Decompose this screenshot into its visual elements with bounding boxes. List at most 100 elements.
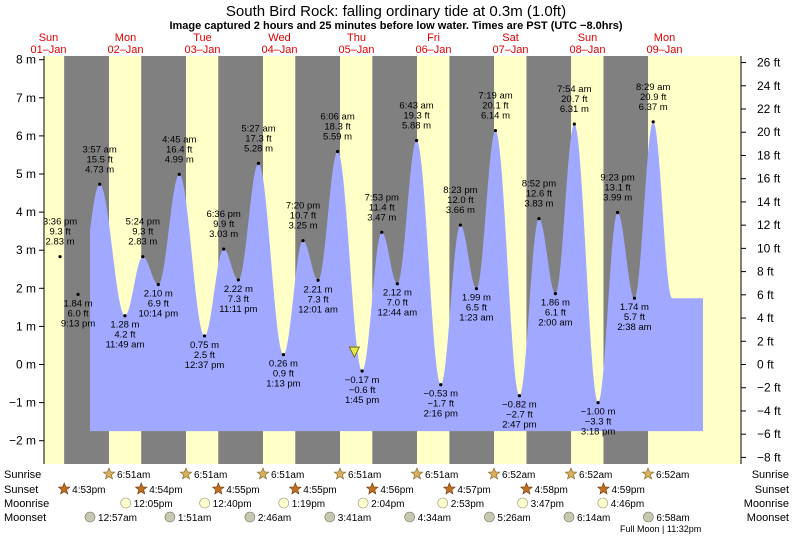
moonset-time: 4:34am (418, 513, 451, 524)
sunset-time: 4:59pm (611, 485, 644, 496)
tide-label: −0.53 m (423, 389, 458, 400)
day-label: Tue (193, 32, 212, 44)
sun-moon-rows: Sunrise Sunrise Sunset Sunset Moonrise Moonri… (4, 467, 789, 524)
current-tide-marker (348, 346, 360, 358)
tide-point (141, 255, 145, 259)
tide-label: −1.7 ft (427, 399, 454, 410)
chart-subtitle: Image captured 2 hours and 25 minutes be… (169, 20, 622, 32)
tide-point (615, 210, 620, 215)
tide-label: 20.9 ft (640, 92, 667, 103)
moonrise-icon (597, 497, 609, 509)
y-tick-label-ft: 26 ft (757, 56, 781, 70)
tide-label: 2.83 m (128, 237, 157, 248)
tide-label: 2:00 am (538, 318, 572, 329)
row-label-right: Moonset (747, 512, 789, 524)
sunrise-time: 6:51am (425, 470, 458, 481)
sunset-time: 4:55pm (303, 485, 336, 496)
tide-point (395, 282, 399, 286)
tide-label: 20.7 ft (561, 94, 588, 105)
tide-label: 18.3 ft (324, 122, 351, 133)
tide-point (98, 182, 102, 186)
tide-label: 1:45 pm (345, 395, 379, 406)
tide-point (632, 296, 637, 300)
date-label: 05–Jan (338, 44, 374, 56)
moonrise-time: 12:40pm (213, 499, 252, 510)
moonset-time: 6:14am (577, 513, 610, 524)
date-label: 08–Jan (569, 44, 605, 56)
y-tick-label-ft: 0 ft (757, 358, 774, 372)
tide-point (474, 287, 479, 291)
tide-label: 11.4 ft (369, 202, 395, 213)
y-tick-label-m: −2 m (9, 434, 36, 448)
tide-label: 9:13 pm (61, 318, 95, 329)
y-tick-label-ft: 14 ft (757, 195, 781, 209)
y-tick-label-ft: 24 ft (757, 79, 781, 93)
tide-point (439, 383, 443, 387)
date-label: 04–Jan (261, 44, 297, 56)
tide-point (156, 282, 160, 287)
y-tick-label-m: 6 m (16, 129, 36, 143)
moonrise-icon (199, 497, 210, 509)
date-label: 07–Jan (492, 44, 528, 56)
tide-label: 6.0 ft (68, 308, 89, 319)
tide-label: 5.7 ft (624, 312, 645, 323)
sun-icon (333, 467, 347, 480)
sun-icon (102, 467, 116, 480)
tide-label: 20.1 ft (482, 101, 509, 112)
tide-point (537, 216, 541, 221)
row-label-right: Sunrise (752, 469, 789, 481)
tide-label: 4:45 am (162, 134, 196, 145)
tide-label: 16.4 ft (166, 144, 193, 155)
sun-icon (211, 482, 225, 495)
tide-label: 2.12 m (383, 288, 412, 299)
moonrise-icon (517, 497, 528, 509)
moonrise-time: 2:53pm (451, 499, 484, 510)
row-label-left: Sunset (4, 484, 38, 496)
tide-label: −1.00 m (581, 407, 616, 418)
tide-label: 19.3 ft (403, 110, 430, 121)
tide-label: 1:23 am (459, 313, 493, 324)
sunset-time: 4:55pm (226, 485, 259, 496)
sun-icon (288, 482, 302, 495)
y-tick-label-ft: 20 ft (757, 125, 781, 139)
y-tick-label-m: 0 m (16, 358, 36, 372)
y-tick-label-ft: 22 ft (757, 102, 781, 116)
tide-label: 6:06 am (320, 112, 354, 123)
day-label: Wed (268, 32, 290, 44)
moonset-icon (484, 511, 495, 523)
tide-label: 8:52 pm (522, 179, 556, 190)
day-label: Sun (39, 32, 59, 44)
moonset-icon (563, 511, 575, 523)
sunset-time: 4:54pm (149, 485, 182, 496)
sun-icon (134, 482, 148, 495)
tide-label: 9.3 ft (132, 227, 153, 238)
tide-water-area (90, 121, 703, 432)
tide-point (360, 369, 364, 373)
tide-label: 1.86 m (541, 298, 570, 309)
tide-label: 6.5 ft (466, 303, 487, 314)
sun-icon (256, 467, 270, 480)
full-moon-note: Full Moon | 11:32pm (620, 524, 701, 534)
tide-label: −0.6 ft (349, 385, 376, 396)
tide-point (236, 278, 240, 282)
tide-point (202, 334, 207, 338)
tide-label: 3:57 am (83, 144, 117, 155)
sunrise-time: 6:51am (194, 470, 227, 481)
tide-label: 1.74 m (620, 302, 649, 313)
tide-label: 7:20 pm (286, 201, 320, 212)
y-tick-label-ft: −4 ft (757, 404, 781, 418)
tide-label: 0.9 ft (273, 369, 294, 380)
y-tick-label-ft: 18 ft (757, 148, 781, 162)
tide-label: 11:49 am (105, 340, 144, 351)
sunrise-time: 6:52am (502, 470, 535, 481)
chart-title: South Bird Rock: falling ordinary tide a… (226, 3, 566, 20)
tide-label: 1.84 m (64, 298, 93, 309)
tide-label: 2.22 m (224, 284, 253, 295)
y-tick-label-ft: 4 ft (757, 311, 774, 325)
sunset-time: 4:56pm (380, 485, 413, 496)
y-tick-label-ft: 2 ft (757, 334, 774, 348)
moonset-time: 2:46am (258, 513, 291, 524)
date-label: 02–Jan (107, 44, 143, 56)
tide-label: 3.83 m (524, 199, 553, 210)
sunrise-time: 6:51am (348, 470, 381, 481)
